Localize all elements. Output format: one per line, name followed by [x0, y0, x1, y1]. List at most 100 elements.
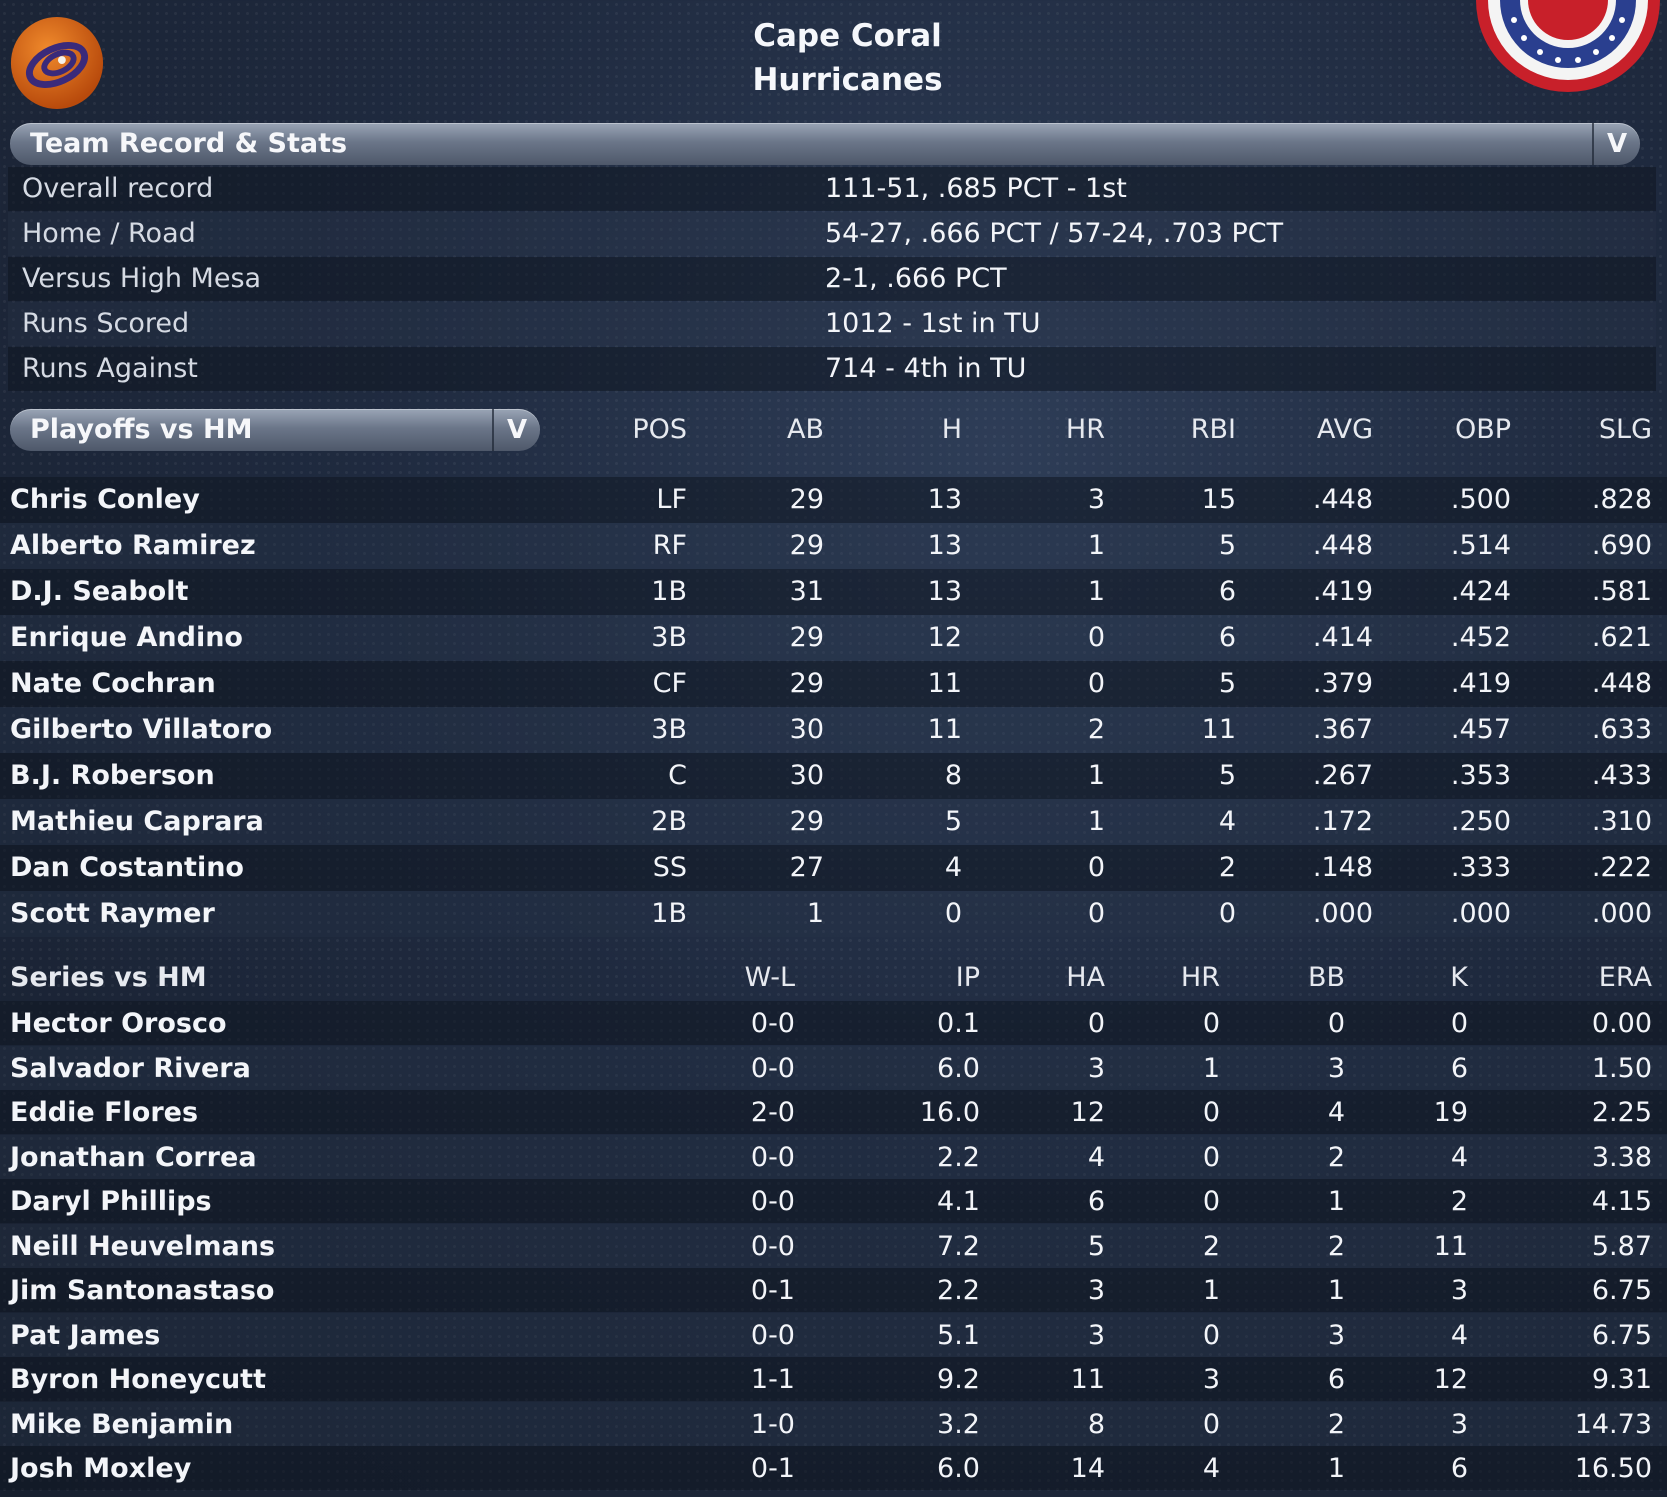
stat-cell: 29 [789, 484, 824, 515]
column-header: W-L [744, 962, 795, 993]
pitcher-name: Salvador Rivera [10, 1052, 251, 1084]
stat-cell: 1 [1327, 1275, 1345, 1306]
player-name: Dan Costantino [10, 852, 244, 883]
chevron-down-icon[interactable]: V [1592, 123, 1640, 165]
record-value: 2-1, .666 PCT [825, 263, 1007, 294]
column-header: HA [1066, 962, 1105, 993]
stat-cell: 6 [1327, 1364, 1345, 1395]
stat-cell: 1.50 [1591, 1052, 1652, 1084]
stat-cell: 16.0 [919, 1097, 980, 1128]
stat-cell: .172 [1312, 806, 1373, 837]
stat-cell: .353 [1450, 760, 1511, 791]
pitcher-name: Mike Benjamin [10, 1408, 234, 1440]
stat-cell: 30 [789, 760, 824, 791]
stat-cell: .000 [1312, 898, 1373, 929]
stat-cell: .457 [1450, 714, 1511, 745]
stat-cell: 0 [1202, 1408, 1220, 1440]
record-value: 1012 - 1st in TU [825, 308, 1041, 339]
team-record-panel-header[interactable]: Team Record & Stats V [10, 123, 1640, 165]
stat-cell: 11 [1433, 1230, 1468, 1262]
player-name: Scott Raymer [10, 898, 215, 929]
stat-cell: 2 [1218, 852, 1236, 883]
stat-cell: .000 [1450, 898, 1511, 929]
stat-cell: 2 [1087, 714, 1105, 745]
stat-cell: CF [652, 668, 687, 699]
stat-cell: 5.1 [937, 1319, 980, 1351]
team-header: Cape Coral Hurricanes [0, 0, 1667, 125]
table-row: Daryl Phillips 0-0 4.1 6 0 1 2 4.15 [0, 1179, 1667, 1223]
stat-cell: .379 [1312, 668, 1373, 699]
stat-cell: 0-1 [750, 1275, 795, 1306]
stat-cell: 2 [1450, 1186, 1468, 1217]
stat-cell: 2 [1327, 1141, 1345, 1173]
pitcher-name: Jonathan Correa [10, 1141, 257, 1173]
player-name: D.J. Seabolt [10, 576, 189, 607]
stat-cell: 0 [1087, 852, 1105, 883]
record-value: 714 - 4th in TU [825, 353, 1027, 384]
stat-cell: 12 [1070, 1097, 1105, 1128]
stat-cell: 2B [651, 806, 687, 837]
stat-cell: 30 [789, 714, 824, 745]
stat-cell: .267 [1312, 760, 1373, 791]
stat-cell: 1-1 [750, 1364, 795, 1395]
stat-cell: 0 [1450, 1008, 1468, 1039]
record-row: Runs Scored 1012 - 1st in TU [8, 302, 1656, 346]
table-row: Chris Conley LF 29 13 3 15 .448 .500 .828 [0, 477, 1667, 523]
column-header: AB [787, 414, 824, 445]
stat-cell: .250 [1450, 806, 1511, 837]
stat-cell: 0-0 [750, 1230, 795, 1262]
hurricane-logo-icon [10, 16, 104, 110]
stat-cell: 0 [1202, 1186, 1220, 1217]
stat-cell: 3 [1087, 1052, 1105, 1084]
stat-cell: 6.75 [1591, 1275, 1652, 1306]
stat-cell: .633 [1591, 714, 1652, 745]
stat-cell: 0 [1202, 1319, 1220, 1351]
record-row: Versus High Mesa 2-1, .666 PCT [8, 257, 1656, 301]
table-row: Pat James 0-0 5.1 3 0 3 4 6.75 [0, 1312, 1667, 1357]
stat-cell: 2.2 [937, 1275, 980, 1306]
stat-cell: 1 [1087, 576, 1105, 607]
table-row: D.J. Seabolt 1B 31 13 1 6 .419 .424 .581 [0, 569, 1667, 615]
stat-cell: 3B [651, 622, 687, 653]
stat-cell: 6.0 [937, 1453, 980, 1484]
stat-cell: 5 [1218, 668, 1236, 699]
stat-cell: 6 [1218, 622, 1236, 653]
stat-cell: 6.75 [1591, 1319, 1652, 1351]
table-row: Jim Santonastaso 0-1 2.2 3 1 1 3 6.75 [0, 1268, 1667, 1312]
stat-cell: .148 [1312, 852, 1373, 883]
column-header: BB [1307, 962, 1345, 993]
stat-cell: 14 [1070, 1453, 1105, 1484]
stat-cell: 8 [1087, 1408, 1105, 1440]
batting-split-dropdown[interactable]: Playoffs vs HM V [10, 409, 540, 451]
column-header: RBI [1190, 414, 1236, 445]
table-row: B.J. Roberson C 30 8 1 5 .267 .353 .433 [0, 753, 1667, 799]
column-header: OBP [1454, 414, 1511, 445]
column-header: AVG [1316, 414, 1373, 445]
record-label: Versus High Mesa [22, 263, 262, 294]
table-row: Jonathan Correa 0-0 2.2 4 0 2 4 3.38 [0, 1134, 1667, 1179]
stat-cell: 1B [651, 898, 687, 929]
stat-cell: 16.50 [1574, 1453, 1652, 1484]
table-row: Dan Costantino SS 27 4 0 2 .148 .333 .222 [0, 845, 1667, 891]
player-name: Nate Cochran [10, 668, 216, 699]
chevron-down-icon[interactable]: V [492, 409, 540, 451]
stat-cell: 13 [927, 576, 962, 607]
stat-cell: .500 [1450, 484, 1511, 515]
stat-cell: 0 [1327, 1008, 1345, 1039]
table-row: Scott Raymer 1B 1 0 0 0 .000 .000 .000 [0, 891, 1667, 937]
table-row: Gilberto Villatoro 3B 30 11 2 11 .367 .457 .633 [0, 707, 1667, 753]
stat-cell: 4 [1202, 1453, 1220, 1484]
stat-cell: 29 [789, 668, 824, 699]
stat-cell: 4 [944, 852, 962, 883]
stat-cell: 7.2 [937, 1230, 980, 1262]
stat-cell: 3 [1327, 1319, 1345, 1351]
stat-cell: 8 [944, 760, 962, 791]
stat-cell: 0.00 [1591, 1008, 1652, 1039]
batting-split-label: Playoffs vs HM [30, 414, 253, 445]
pitcher-name: Daryl Phillips [10, 1186, 212, 1217]
record-label: Home / Road [22, 218, 196, 249]
table-row: Neill Heuvelmans 0-0 7.2 5 2 2 11 5.87 [0, 1223, 1667, 1268]
stat-cell: 0-0 [750, 1319, 795, 1351]
stat-cell: .828 [1591, 484, 1652, 515]
stat-cell: .448 [1591, 668, 1652, 699]
